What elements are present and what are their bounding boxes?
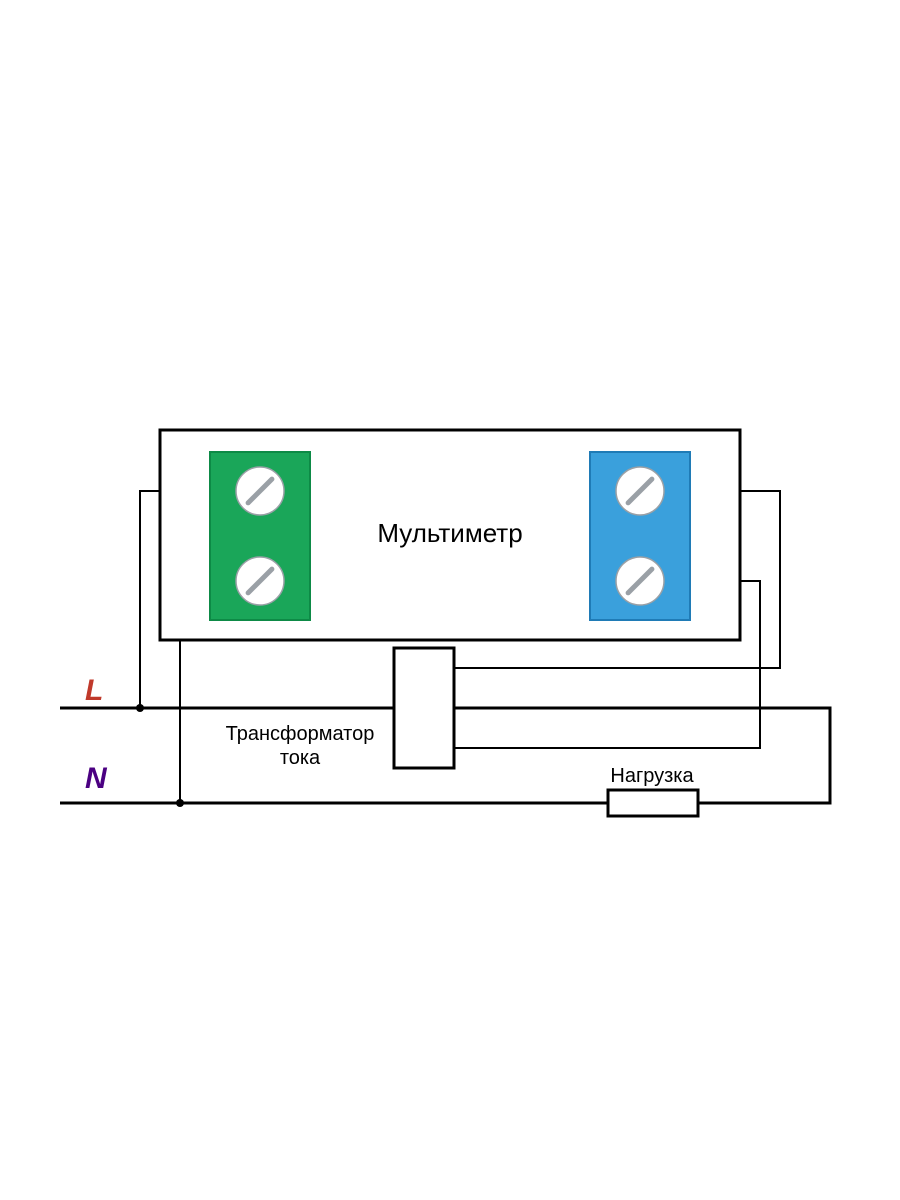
transformer-label-line2: тока: [280, 747, 321, 769]
junction-dot: [176, 799, 184, 807]
current-transformer-box: [394, 648, 454, 768]
junction-dot: [136, 704, 144, 712]
load-box: [608, 790, 698, 816]
load-label: Нагрузка: [610, 765, 694, 787]
transformer-label-line1: Трансформатор: [226, 723, 375, 745]
multimeter-label: Мультиметр: [377, 518, 522, 548]
line-N-label: N: [85, 762, 108, 795]
line-L-label: L: [85, 674, 103, 707]
